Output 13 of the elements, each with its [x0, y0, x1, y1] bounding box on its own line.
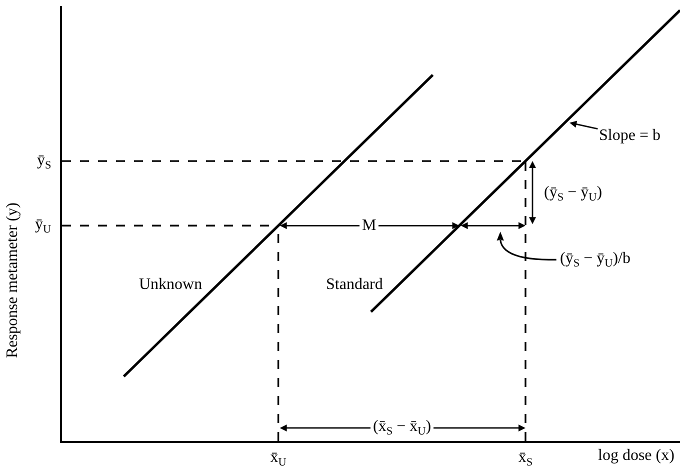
x-tick-label: x̄$_{U}$ — [270, 449, 286, 469]
ref-line-label: ȳ$_{U}$ — [35, 216, 52, 236]
x-tick-label: x̄$_{S}$ — [518, 449, 533, 469]
annotation: M — [362, 217, 376, 234]
series-label: Unknown — [139, 276, 202, 293]
annotation: Slope = b — [599, 127, 660, 144]
y-axis-title: Response metameter (y) — [4, 202, 21, 358]
annotation: (ȳ$_{S}$ − ȳ$_{U}$) — [544, 184, 602, 204]
annotation: (ȳ$_{S}$ − ȳ$_{U}$)/b — [560, 250, 630, 270]
series-label: Standard — [326, 276, 383, 293]
ref-line-label: ȳ$_{S}$ — [37, 152, 52, 172]
annotation: (x̄$_{S}$ − x̄$_{U}$) — [373, 418, 432, 438]
x-axis-title: log dose (x) — [598, 447, 674, 464]
